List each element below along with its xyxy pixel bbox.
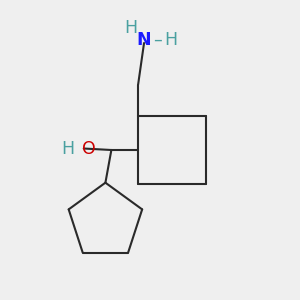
Text: H: H — [164, 31, 177, 49]
Text: H: H — [124, 19, 137, 37]
Text: H: H — [62, 140, 75, 158]
Text: –: – — [153, 30, 162, 48]
Text: N: N — [136, 31, 151, 49]
Text: O: O — [82, 140, 96, 158]
